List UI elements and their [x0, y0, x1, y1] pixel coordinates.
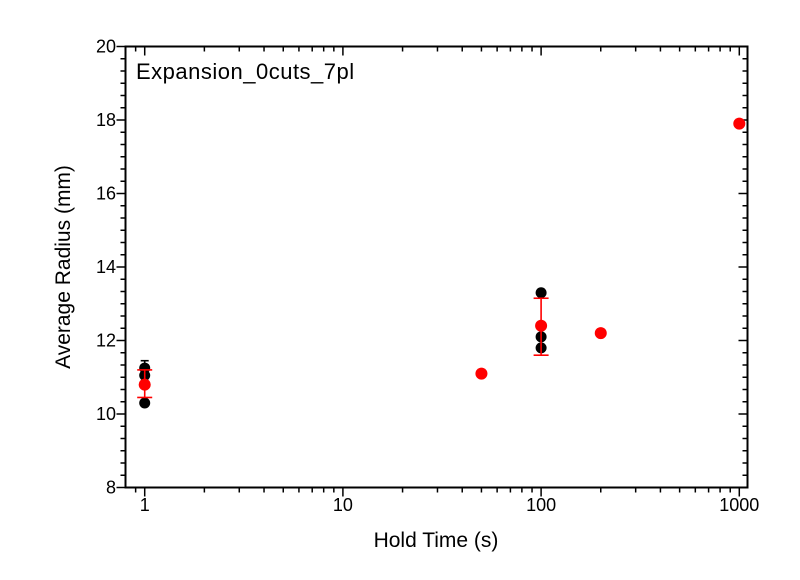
y-tick-label: 16 — [96, 184, 116, 204]
black-dots-point — [139, 397, 151, 409]
y-tick-label: 10 — [96, 404, 116, 424]
red-dots-point — [535, 319, 548, 332]
x-tick-label: 1 — [140, 495, 150, 515]
red-dots-point — [475, 367, 488, 380]
y-tick-label: 14 — [96, 257, 116, 277]
x-tick-label: 100 — [526, 495, 556, 515]
red-dots-point — [733, 117, 746, 130]
plot-title: Expansion_0cuts_7pl — [136, 59, 355, 84]
x-axis-title: Hold Time (s) — [373, 529, 499, 552]
red-dots-point — [594, 327, 607, 340]
black-dots-point — [535, 287, 547, 299]
y-tick-label: 18 — [96, 110, 116, 130]
plot-frame — [124, 45, 749, 489]
y-tick-label: 8 — [106, 478, 116, 498]
x-tick-label: 10 — [333, 495, 353, 515]
x-tick-label: 1000 — [719, 495, 759, 515]
y-tick-label: 12 — [96, 331, 116, 351]
y-axis-title: Average Radius (mm) — [52, 165, 75, 369]
red-dots-point — [138, 378, 151, 391]
y-tick-label: 20 — [96, 37, 116, 57]
